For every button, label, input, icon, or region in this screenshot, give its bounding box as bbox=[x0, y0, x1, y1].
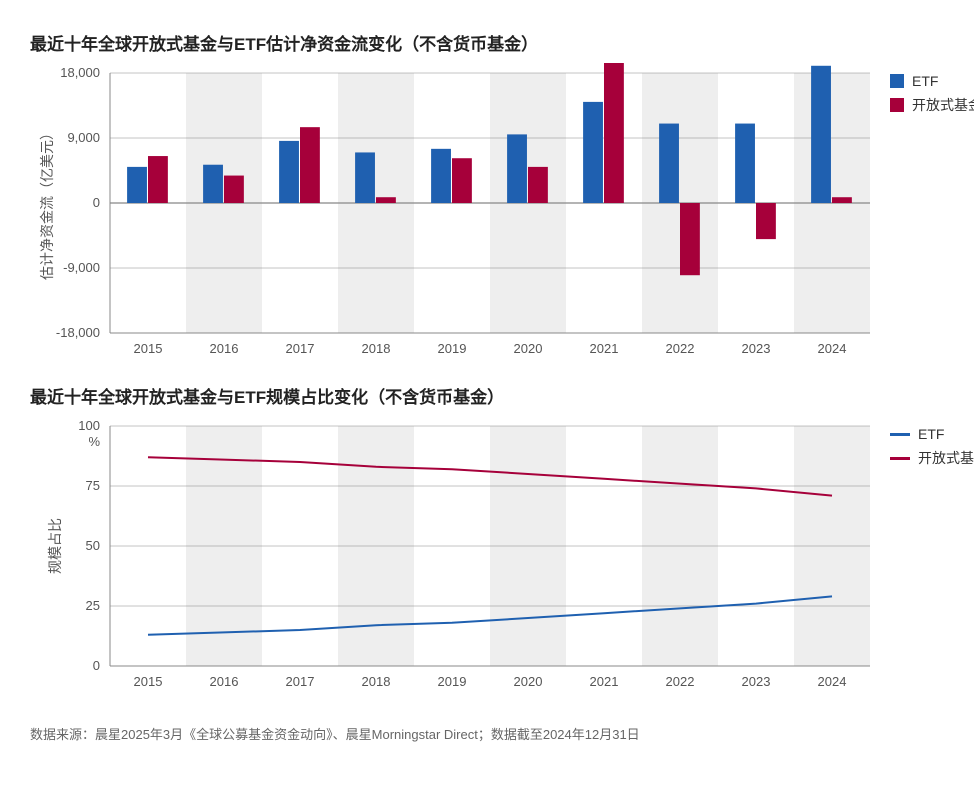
svg-text:2017: 2017 bbox=[286, 674, 315, 689]
svg-text:2021: 2021 bbox=[590, 674, 619, 689]
svg-text:2022: 2022 bbox=[666, 341, 695, 356]
svg-text:规模占比: 规模占比 bbox=[47, 518, 63, 574]
svg-text:2022: 2022 bbox=[666, 674, 695, 689]
svg-text:25: 25 bbox=[86, 598, 100, 613]
svg-text:50: 50 bbox=[86, 538, 100, 553]
svg-text:2023: 2023 bbox=[742, 341, 771, 356]
svg-text:2023: 2023 bbox=[742, 674, 771, 689]
svg-text:2021: 2021 bbox=[590, 341, 619, 356]
svg-text:2024: 2024 bbox=[818, 674, 847, 689]
legend-line-swatch bbox=[890, 457, 910, 460]
svg-text:-9,000: -9,000 bbox=[63, 260, 100, 275]
svg-text:2017: 2017 bbox=[286, 341, 315, 356]
legend-item: ETF bbox=[890, 73, 974, 89]
chart2-title: 最近十年全球开放式基金与ETF规模占比变化（不含货币基金） bbox=[30, 383, 944, 408]
svg-text:2020: 2020 bbox=[514, 674, 543, 689]
svg-text:0: 0 bbox=[93, 195, 100, 210]
svg-text:2015: 2015 bbox=[134, 341, 163, 356]
svg-text:18,000: 18,000 bbox=[60, 65, 100, 80]
svg-text:2020: 2020 bbox=[514, 341, 543, 356]
svg-text:2015: 2015 bbox=[134, 674, 163, 689]
svg-text:2018: 2018 bbox=[362, 674, 391, 689]
chart2-container: 0 25 50 75 100% 2015 2016 2017 2018 2019 2020 2021 2… bbox=[30, 416, 944, 706]
chart1-title: 最近十年全球开放式基金与ETF估计净资金流变化（不含货币基金） bbox=[30, 30, 944, 55]
svg-text:2019: 2019 bbox=[438, 341, 467, 356]
chart2-svg: 0 25 50 75 100% 2015 2016 2017 2018 2019 2020 2021 2… bbox=[30, 416, 880, 706]
svg-text:2019: 2019 bbox=[438, 674, 467, 689]
legend-label: ETF bbox=[918, 426, 944, 442]
legend-item: ETF bbox=[890, 426, 974, 442]
svg-text:2018: 2018 bbox=[362, 341, 391, 356]
chart1-container: -18,000 -9,000 0 9,000 18,000 2015 2016 2017 201… bbox=[30, 63, 944, 373]
legend-swatch bbox=[890, 98, 904, 112]
svg-text:100: 100 bbox=[78, 418, 100, 433]
svg-text:9,000: 9,000 bbox=[67, 130, 100, 145]
data-source-footer: 数据来源：晨星2025年3月《全球公募基金资金动向》、晨星Morningstar… bbox=[30, 724, 944, 743]
legend-item: 开放式基金 bbox=[890, 448, 974, 468]
legend-label: 开放式基金 bbox=[912, 95, 974, 115]
svg-text:0: 0 bbox=[93, 658, 100, 673]
svg-text:-18,000: -18,000 bbox=[56, 325, 100, 340]
svg-text:%: % bbox=[88, 434, 100, 449]
legend-line-swatch bbox=[890, 433, 910, 436]
legend-label: 开放式基金 bbox=[918, 448, 974, 468]
svg-text:75: 75 bbox=[86, 478, 100, 493]
svg-text:2016: 2016 bbox=[210, 341, 239, 356]
chart1-legend: ETF 开放式基金 bbox=[880, 63, 974, 121]
chart2-legend: ETF 开放式基金 bbox=[880, 416, 974, 474]
chart1-svg: -18,000 -9,000 0 9,000 18,000 2015 2016 2017 201… bbox=[30, 63, 880, 373]
svg-text:2024: 2024 bbox=[818, 341, 847, 356]
legend-swatch bbox=[890, 74, 904, 88]
legend-label: ETF bbox=[912, 73, 938, 89]
svg-text:估计净资金流（亿美元）: 估计净资金流（亿美元） bbox=[39, 126, 55, 280]
svg-text:2016: 2016 bbox=[210, 674, 239, 689]
legend-item: 开放式基金 bbox=[890, 95, 974, 115]
